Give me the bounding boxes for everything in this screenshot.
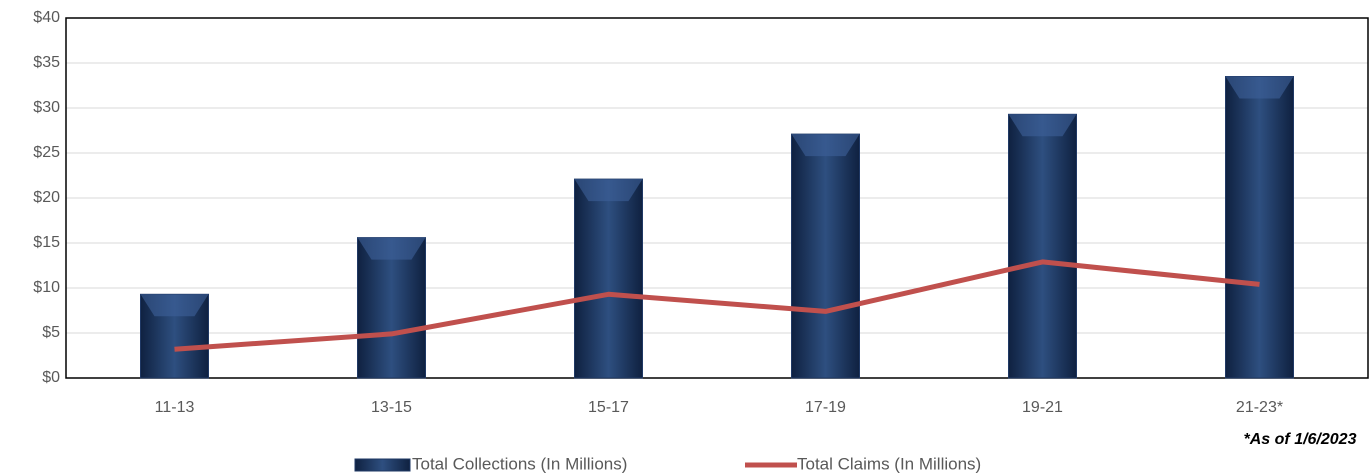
y-tick-label: $0 — [42, 369, 60, 386]
y-tick-label: $30 — [33, 99, 60, 116]
y-tick-label: $35 — [33, 54, 60, 71]
x-tick-label: 21-23* — [1236, 399, 1283, 416]
bar — [574, 178, 643, 379]
bar-bevel — [140, 294, 209, 317]
line — [174, 259, 1260, 352]
bar — [1225, 76, 1294, 379]
y-tick-label: $15 — [33, 234, 60, 251]
bar-bevel — [357, 237, 426, 260]
legend-label: Total Collections (In Millions) — [412, 454, 627, 473]
y-tick-label: $40 — [33, 9, 60, 26]
bar — [1008, 113, 1077, 379]
y-tick-label: $5 — [42, 324, 60, 341]
legend-label: Total Claims (In Millions) — [797, 454, 981, 473]
bar — [791, 133, 860, 379]
bar-bevel — [1225, 76, 1294, 99]
legend-swatch — [354, 458, 411, 472]
bar — [357, 237, 426, 379]
y-tick-label: $20 — [33, 189, 60, 206]
y-tick-label: $10 — [33, 279, 60, 296]
bar-bevel — [791, 134, 860, 157]
bar-bevel — [1008, 114, 1077, 137]
x-tick-label: 19-21 — [1022, 399, 1063, 416]
x-tick-label: 15-17 — [588, 399, 629, 416]
y-tick-label: $25 — [33, 144, 60, 161]
bar-bevel — [574, 179, 643, 202]
annotation: *As of 1/6/2023 — [1244, 431, 1357, 448]
plot-border — [65, 17, 1369, 379]
x-tick-label: 13-15 — [371, 399, 412, 416]
x-tick-label: 17-19 — [805, 399, 846, 416]
x-tick-label: 11-13 — [155, 399, 195, 416]
